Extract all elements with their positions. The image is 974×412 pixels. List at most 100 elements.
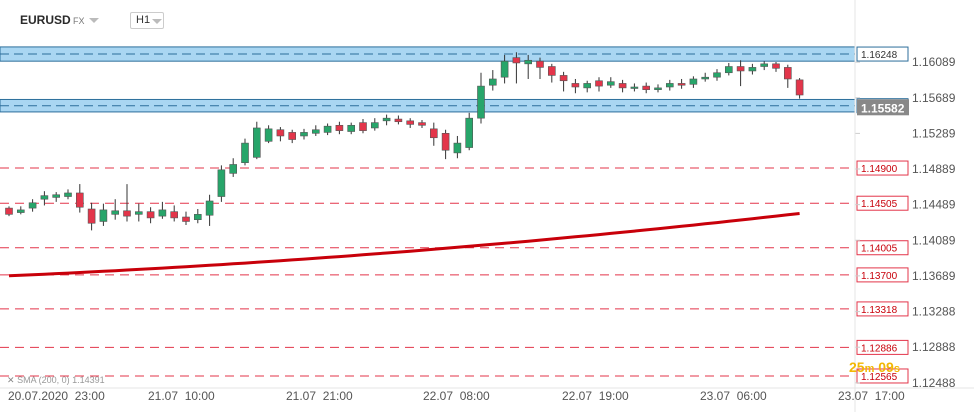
close-icon[interactable]: ✕ (7, 375, 15, 385)
timer-m: m (864, 363, 875, 375)
candle-down (170, 211, 178, 219)
candle-up (241, 142, 249, 163)
candle-up (217, 169, 226, 197)
y-axis: 1.16089 1.15689 1.15289 1.14889 1.14489 1.140… (854, 0, 956, 412)
sma-line-group (8, 212, 800, 278)
current-price-label: 1.15582 (861, 101, 905, 115)
candle-up (135, 211, 143, 215)
candle-down (335, 124, 344, 131)
candle-down (571, 83, 580, 88)
candle-up (630, 86, 639, 89)
y-tick-label: 1.12488 (912, 376, 956, 390)
candle-down (418, 122, 426, 126)
zone-tag-label: 1.16248 (861, 50, 898, 61)
candle-down (441, 133, 450, 151)
x-tick-label: 22.07 08:00 (423, 389, 490, 403)
y-tick-label: 1.13689 (912, 269, 956, 283)
indicator-legend[interactable]: ✕ SMA (200, 0) 1.14391 (7, 375, 105, 386)
candle-up (654, 87, 662, 90)
candle-up (253, 127, 261, 158)
candle-up (701, 76, 710, 80)
level-tag-label: 1.13318 (861, 305, 898, 316)
candle-up (111, 210, 119, 215)
zones (0, 46, 856, 113)
candle-down (536, 60, 544, 68)
x-tick-label: 21.07 10:00 (148, 389, 215, 403)
candle-up (500, 60, 509, 78)
candle-down (783, 67, 792, 80)
x-tick-label: 23.07 06:00 (700, 389, 767, 403)
candle-up (370, 122, 379, 129)
candle-up (583, 83, 592, 89)
candle-down (87, 208, 96, 224)
level-tag-label: 1.12565 (861, 372, 898, 383)
level-tag-box (856, 301, 909, 317)
candle-up (477, 85, 485, 119)
level-tag-label: 1.13700 (861, 271, 898, 282)
candle-down (795, 79, 804, 96)
candle-up (665, 83, 674, 88)
market-label: FX (73, 16, 85, 26)
level-tag-box (856, 368, 909, 384)
symbol-label[interactable]: EURUSD (20, 13, 71, 27)
candle-up (724, 66, 733, 74)
candle-up (760, 63, 769, 67)
candle-down (359, 122, 367, 131)
timeframe-label: H1 (136, 14, 151, 26)
candle-up (300, 132, 308, 137)
candle-up (524, 59, 533, 65)
candle-down (288, 132, 297, 140)
timeframe-select[interactable]: H1 (130, 12, 164, 29)
timer-s: s (893, 363, 900, 375)
candle-up (488, 78, 497, 86)
candle-down (394, 118, 403, 123)
level-tag-box (856, 195, 909, 211)
indicator-label: SMA (200, 0) 1.14391 (17, 375, 105, 385)
candle-up (194, 214, 202, 220)
candle-timer: 25m 09s (849, 359, 900, 375)
candle-up (347, 124, 356, 132)
zone-tag-box (856, 46, 909, 62)
level-tag-box (856, 160, 909, 176)
y-tick-label: 1.14489 (912, 198, 956, 212)
candle-down (547, 66, 556, 76)
candle-down (182, 216, 190, 222)
current-price-tag (857, 99, 909, 116)
candle-down (123, 210, 131, 217)
candle-up (28, 202, 37, 209)
candle-down (429, 128, 438, 139)
y-tick-label: 1.14089 (912, 233, 956, 247)
level-lines (0, 167, 855, 377)
candle-up (40, 195, 49, 200)
chevron-down-icon (152, 19, 162, 24)
level-tag-label: 1.14005 (861, 244, 898, 255)
candle-up (382, 117, 391, 122)
candle-up (205, 200, 214, 216)
level-tag-box (856, 267, 909, 283)
y-tick-label: 1.16089 (912, 55, 956, 69)
candle-up (264, 128, 273, 142)
candle-down (76, 192, 84, 208)
candle-up (52, 194, 61, 198)
candle-up (311, 129, 320, 134)
chevron-down-icon[interactable] (89, 18, 99, 23)
x-axis: 20.07.2020 23:00 21.07 10:00 21.07 21:00 22… (0, 387, 974, 403)
x-tick-label: 21.07 21:00 (286, 389, 353, 403)
candle-down (559, 75, 568, 82)
candle-down (146, 211, 155, 219)
candle-down (736, 66, 745, 72)
candle-up (689, 78, 698, 85)
candle-up (465, 117, 474, 148)
candle-down (772, 63, 780, 69)
candle-up (229, 164, 237, 174)
candle-down (512, 57, 521, 64)
timer-seconds: 09 (878, 359, 894, 375)
sma-line (8, 212, 800, 278)
candle-up (16, 209, 25, 213)
timer-minutes: 25 (849, 359, 865, 375)
candle-down (406, 120, 415, 125)
level-tag-label: 1.12886 (861, 343, 898, 354)
candle-up (99, 209, 108, 222)
candle-up (606, 81, 615, 86)
